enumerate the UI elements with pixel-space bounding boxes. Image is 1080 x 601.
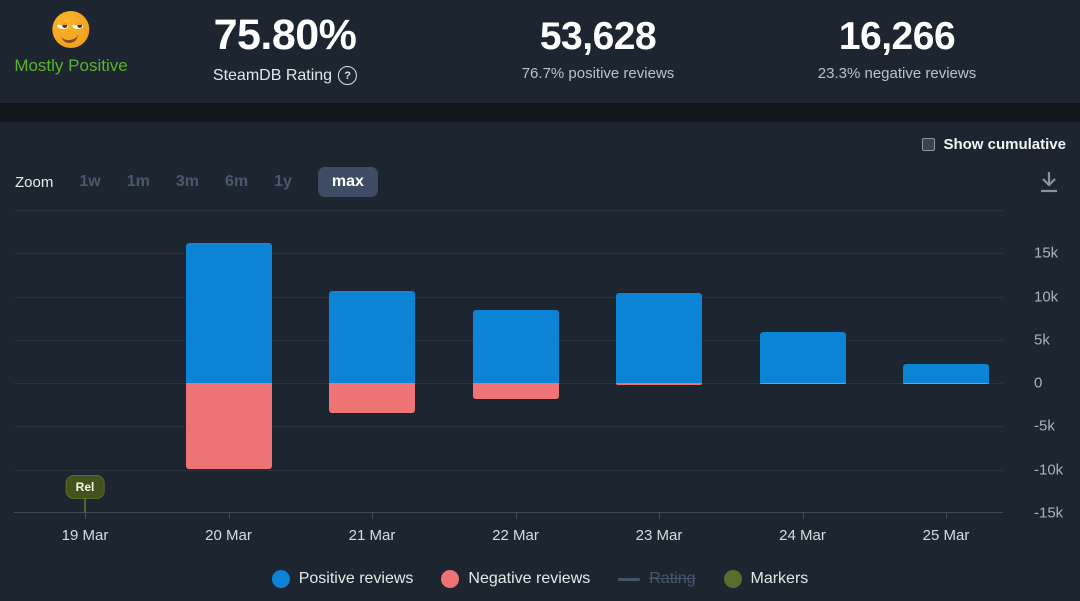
legend-item-rating[interactable]: Rating <box>618 570 696 588</box>
show-cumulative-checkbox[interactable] <box>922 138 936 151</box>
y-axis-label-10k: 10k <box>1034 288 1059 306</box>
negative-reviews-count: 16,266 <box>838 15 956 58</box>
gridline-15000 <box>14 253 1003 254</box>
download-icon <box>1041 172 1057 193</box>
gridline-10000 <box>14 297 1003 298</box>
download-chart-button[interactable] <box>1034 166 1064 201</box>
positive-bar-24-Mar[interactable] <box>759 332 846 384</box>
zoom-option-max[interactable]: max <box>317 167 378 197</box>
emoji-smirk <box>60 31 80 44</box>
reviews-chart-card: Show cumulative Zoom 1w 1m 3m 6m 1y max 15k 10… <box>0 122 1080 601</box>
negative-bar-24-Mar[interactable] <box>759 383 846 385</box>
review-stats-header: Mostly Positive 75.80% SteamDB Rating ? … <box>0 0 1080 103</box>
steamdb-rating-stat: 75.80% SteamDB Rating ? <box>212 0 358 85</box>
show-cumulative-label: Show cumulative <box>943 136 1066 153</box>
emoji-left-eye <box>57 23 69 29</box>
x-axis-label-22-Mar: 22 Mar <box>492 527 539 544</box>
help-icon[interactable]: ? <box>338 66 358 85</box>
zoom-buttons: 1w 1m 3m 6m 1y max <box>79 167 378 197</box>
y-axis-label-0: 0 <box>1034 374 1043 392</box>
rating-summary-label: Mostly Positive <box>14 56 128 75</box>
x-tick-25-Mar <box>946 513 947 519</box>
chart-plot-area: 15k 10k 5k 0 -5k -10k -15k 19 Mar 20 Mar 21 Mar 22… <box>14 210 1063 544</box>
positive-bar-22-Mar[interactable] <box>472 309 559 384</box>
smirking-face-emoji <box>52 11 90 48</box>
x-axis-label-19-Mar: 19 Mar <box>61 527 109 544</box>
legend-label: Positive reviews <box>298 570 414 587</box>
x-axis-label-21-Mar: 21 Mar <box>348 527 396 544</box>
x-tick-22-Mar <box>515 513 517 519</box>
release-marker-badge[interactable]: Rel <box>65 475 105 499</box>
legend-label: Markers <box>750 570 809 587</box>
legend-item-negative-reviews[interactable]: Negative reviews <box>441 570 590 588</box>
y-axis-label--15k: -15k <box>1034 504 1064 522</box>
x-tick-23-Mar <box>659 513 660 519</box>
steamdb-rating-caption: SteamDB Rating ? <box>212 66 358 85</box>
x-tick-21-Mar <box>372 513 373 519</box>
chart-legend: Positive reviews Negative reviews Rating Ma… <box>0 570 1080 588</box>
gridline-20000 <box>14 210 1003 211</box>
zoom-option-1m[interactable]: 1m <box>127 169 150 195</box>
negative-bar-20-Mar[interactable] <box>185 383 272 469</box>
steamdb-rating-value: 75.80% <box>213 11 357 59</box>
zoom-controls: Zoom 1w 1m 3m 6m 1y max <box>15 166 378 198</box>
x-tick-20-Mar <box>228 513 230 519</box>
y-axis-label--5k: -5k <box>1034 417 1055 435</box>
y-axis-label-15k: 15k <box>1034 244 1059 262</box>
x-tick-19-Mar <box>85 513 86 519</box>
negative-bar-22-Mar[interactable] <box>472 383 559 400</box>
negative-reviews-caption: 23.3% negative reviews <box>818 65 976 82</box>
positive-reviews-caption: 76.7% positive reviews <box>522 65 675 82</box>
zoom-option-1y[interactable]: 1y <box>274 169 292 195</box>
legend-line-swatch <box>618 577 641 581</box>
y-axis-label-5k: 5k <box>1034 331 1050 349</box>
x-axis-label-20-Mar: 20 Mar <box>205 527 252 544</box>
legend-item-markers[interactable]: Markers <box>723 570 809 588</box>
zoom-option-6m[interactable]: 6m <box>225 169 248 195</box>
legend-dot-swatch <box>441 570 460 588</box>
positive-reviews-stat: 53,628 76.7% positive reviews <box>522 0 675 82</box>
x-axis-label-23-Mar: 23 Mar <box>635 527 683 544</box>
negative-bar-25-Mar[interactable] <box>903 383 989 384</box>
positive-reviews-count: 53,628 <box>539 15 657 58</box>
x-tick-24-Mar <box>802 513 804 519</box>
gridline--10000 <box>14 470 1003 471</box>
legend-item-positive-reviews[interactable]: Positive reviews <box>271 570 414 588</box>
x-axis-label-25-Mar: 25 Mar <box>922 527 970 544</box>
zoom-option-1w[interactable]: 1w <box>79 169 100 195</box>
show-cumulative-toggle[interactable]: Show cumulative <box>922 136 1066 153</box>
x-axis-label-24-Mar: 24 Mar <box>779 527 826 544</box>
gridline--5000 <box>14 426 1003 427</box>
positive-bar-21-Mar[interactable] <box>329 290 415 384</box>
positive-bar-20-Mar[interactable] <box>185 242 272 384</box>
legend-label: Rating <box>649 570 696 587</box>
legend-dot-swatch <box>271 570 290 588</box>
negative-bar-21-Mar[interactable] <box>329 383 415 413</box>
y-axis-label--10k: -10k <box>1034 461 1064 479</box>
positive-bar-23-Mar[interactable] <box>616 293 702 384</box>
negative-reviews-stat: 16,266 23.3% negative reviews <box>818 0 976 82</box>
rating-summary: Mostly Positive <box>14 0 128 76</box>
steamdb-rating-label: SteamDB Rating <box>212 66 333 84</box>
zoom-label: Zoom <box>15 173 54 191</box>
positive-reviews-label: 76.7% positive reviews <box>521 65 675 82</box>
zoom-option-3m[interactable]: 3m <box>176 169 199 195</box>
negative-bar-23-Mar[interactable] <box>616 383 702 386</box>
positive-bar-25-Mar[interactable] <box>903 364 989 384</box>
negative-reviews-label: 23.3% negative reviews <box>817 65 977 82</box>
emoji-right-eye <box>72 23 84 29</box>
gridline--15000 <box>14 512 1003 513</box>
release-marker-stem <box>84 499 86 513</box>
legend-dot-swatch <box>723 570 742 588</box>
legend-label: Negative reviews <box>468 570 591 587</box>
